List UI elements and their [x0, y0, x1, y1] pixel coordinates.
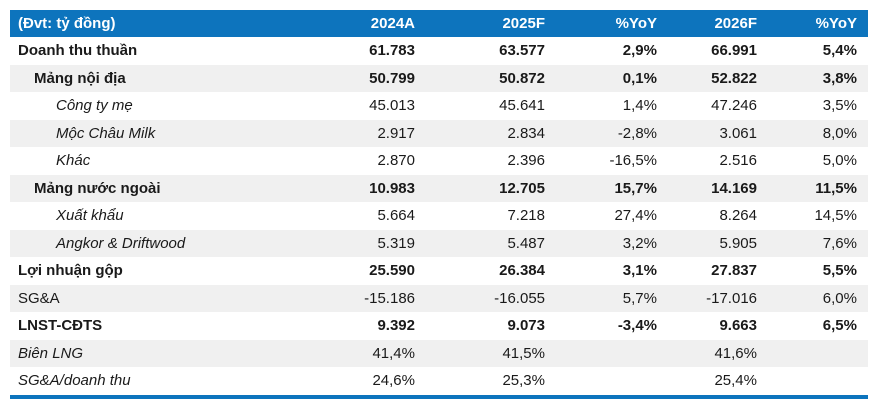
value-yoy-2025: 1,4%	[622, 97, 657, 115]
value-2024a: 24,6%	[372, 372, 415, 390]
value-2025f: -16.055	[494, 289, 545, 307]
table-row: Mộc Châu Milk 2.917 2.834 -2,8% 3.061 8,…	[10, 119, 868, 147]
table-row: Angkor & Driftwood 5.319 5.487 3,2% 5.90…	[10, 229, 868, 257]
value-2026f: 47.246	[711, 97, 757, 115]
value-2024a: 10.983	[369, 179, 415, 197]
value-2025f: 7.218	[507, 207, 545, 225]
value-2025f: 26.384	[499, 262, 545, 280]
value-2026f: -17.016	[706, 289, 757, 307]
value-yoy-2025: -3,4%	[617, 317, 657, 335]
value-2026f: 41,6%	[714, 344, 757, 362]
table-row: Mảng nước ngoài 10.983 12.705 15,7% 14.1…	[10, 174, 868, 202]
value-2024a: -15.186	[364, 289, 415, 307]
value-yoy-2026: 5,4%	[822, 42, 857, 60]
value-yoy-2026: 3,8%	[822, 69, 857, 87]
table-row: LNST-CĐTS 9.392 9.073 -3,4% 9.663 6,5%	[10, 312, 868, 340]
value-2024a: 41,4%	[372, 344, 415, 362]
row-label: Khác	[56, 152, 91, 170]
value-yoy-2026: 7,6%	[822, 234, 857, 252]
value-yoy-2025: -2,8%	[617, 124, 657, 142]
row-label: SG&A	[18, 289, 60, 307]
value-yoy-2026: 8,0%	[822, 124, 857, 142]
column-header-2024a: 2024A	[370, 15, 415, 32]
row-label: Lợi nhuận gộp	[18, 262, 123, 280]
table-row: Xuất khẩu 5.664 7.218 27,4% 8.264 14,5%	[10, 202, 868, 230]
value-yoy-2025: 27,4%	[614, 207, 657, 225]
table-body: Doanh thu thuần 61.783 63.577 2,9% 66.99…	[10, 37, 868, 395]
column-header-2026f: 2026F	[714, 15, 757, 32]
value-2025f: 2.834	[507, 124, 545, 142]
table-row: SG&A -15.186 -16.055 5,7% -17.016 6,0%	[10, 284, 868, 312]
value-2024a: 2.870	[377, 152, 415, 170]
value-2024a: 25.590	[369, 262, 415, 280]
table-row: Khác 2.870 2.396 -16,5% 2.516 5,0%	[10, 147, 868, 175]
value-yoy-2025: 3,2%	[622, 234, 657, 252]
value-2024a: 2.917	[377, 124, 415, 142]
value-2024a: 9.392	[377, 317, 415, 335]
table-header-row: (Đvt: tỷ đồng) 2024A 2025F %YoY 2026F %Y…	[10, 10, 868, 37]
value-yoy-2026: 5,5%	[822, 262, 857, 280]
table-row: Công ty mẹ 45.013 45.641 1,4% 47.246 3,5…	[10, 92, 868, 120]
value-2025f: 9.073	[507, 317, 545, 335]
table-row: Biên LNG 41,4% 41,5% 41,6%	[10, 339, 868, 367]
row-label: Mảng nội địa	[34, 69, 126, 87]
value-yoy-2025: 3,1%	[622, 262, 657, 280]
value-2024a: 61.783	[369, 42, 415, 60]
value-2026f: 27.837	[711, 262, 757, 280]
row-label: Công ty mẹ	[56, 97, 133, 115]
value-2026f: 25,4%	[714, 372, 757, 390]
value-2025f: 45.641	[499, 97, 545, 115]
value-yoy-2025: -16,5%	[609, 152, 657, 170]
value-2026f: 66.991	[711, 42, 757, 60]
value-yoy-2026: 11,5%	[815, 179, 857, 197]
value-yoy-2026: 3,5%	[822, 97, 857, 115]
unit-label: (Đvt: tỷ đồng)	[18, 15, 116, 32]
value-yoy-2025: 0,1%	[622, 69, 657, 87]
value-2025f: 41,5%	[502, 344, 545, 362]
table-bottom-rule	[10, 395, 868, 399]
row-label: Angkor & Driftwood	[56, 234, 186, 252]
table-row: SG&A/doanh thu 24,6% 25,3% 25,4%	[10, 367, 868, 395]
row-label: Mộc Châu Milk	[56, 124, 156, 142]
value-yoy-2025: 2,9%	[622, 42, 657, 60]
value-yoy-2026: 6,5%	[822, 317, 857, 335]
value-yoy-2026: 6,0%	[822, 289, 857, 307]
column-header-yoy-2026: %YoY	[815, 15, 857, 32]
value-2026f: 8.264	[719, 207, 757, 225]
value-2026f: 2.516	[719, 152, 757, 170]
table-row: Lợi nhuận gộp 25.590 26.384 3,1% 27.837 …	[10, 257, 868, 285]
column-header-yoy-2025: %YoY	[615, 15, 657, 32]
value-2024a: 50.799	[369, 69, 415, 87]
value-2026f: 3.061	[719, 124, 757, 142]
value-2025f: 5.487	[507, 234, 545, 252]
value-2025f: 50.872	[499, 69, 545, 87]
value-yoy-2026: 5,0%	[822, 152, 857, 170]
value-2025f: 25,3%	[502, 372, 545, 390]
value-2024a: 5.664	[377, 207, 415, 225]
value-yoy-2025: 5,7%	[622, 289, 657, 307]
value-2026f: 52.822	[711, 69, 757, 87]
column-header-2025f: 2025F	[502, 15, 545, 32]
financial-table: (Đvt: tỷ đồng) 2024A 2025F %YoY 2026F %Y…	[10, 10, 868, 399]
value-2026f: 9.663	[719, 317, 757, 335]
row-label: Doanh thu thuần	[18, 42, 138, 60]
value-2026f: 14.169	[711, 179, 757, 197]
value-yoy-2025: 15,7%	[614, 179, 657, 197]
value-2024a: 5.319	[377, 234, 415, 252]
row-label: SG&A/doanh thu	[18, 372, 131, 390]
value-yoy-2026: 14,5%	[814, 207, 857, 225]
value-2025f: 63.577	[499, 42, 545, 60]
value-2025f: 12.705	[499, 179, 545, 197]
value-2024a: 45.013	[369, 97, 415, 115]
row-label: LNST-CĐTS	[18, 317, 103, 335]
row-label: Xuất khẩu	[56, 207, 124, 225]
value-2025f: 2.396	[507, 152, 545, 170]
row-label: Biên LNG	[18, 344, 84, 362]
value-2026f: 5.905	[719, 234, 757, 252]
table-row: Mảng nội địa 50.799 50.872 0,1% 52.822 3…	[10, 64, 868, 92]
row-label: Mảng nước ngoài	[34, 179, 161, 197]
table-row: Doanh thu thuần 61.783 63.577 2,9% 66.99…	[10, 37, 868, 65]
